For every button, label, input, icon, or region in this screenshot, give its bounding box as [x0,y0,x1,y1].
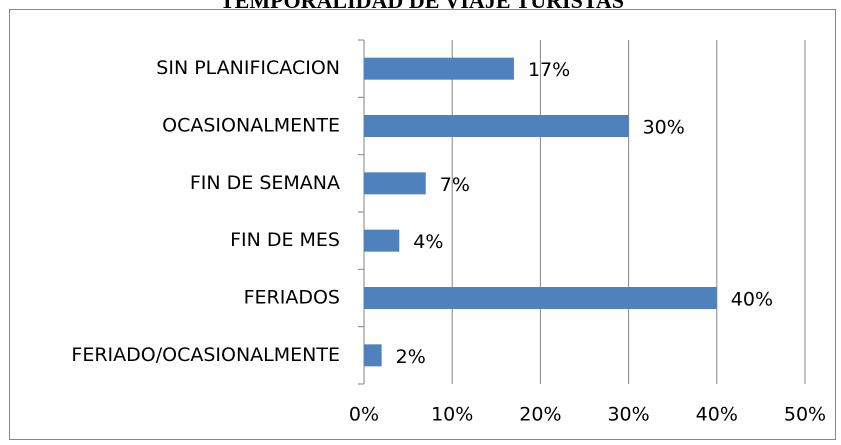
bar [364,229,400,252]
y-tick-label: FERIADOS [244,287,340,309]
x-tick-label: 20% [519,404,561,426]
value-label: 7% [440,174,470,196]
x-tick-label: 30% [607,404,649,426]
chart-frame [9,9,836,440]
bar [364,344,382,367]
value-label: 30% [643,117,685,139]
y-tick-label: FIN DE MES [230,229,340,251]
value-label: 17% [528,59,570,81]
x-tick-label: 10% [431,404,473,426]
x-tick-label: 40% [696,404,738,426]
chart-title: TEMPORALIDAD DE VIAJE TURISTAS [220,0,624,13]
value-label: 2% [396,346,426,368]
x-tick-label: 50% [784,404,826,426]
bar [364,57,514,80]
value-label: 4% [413,231,443,253]
y-tick-label: SIN PLANIFICACION [156,57,340,79]
x-tick-label: 0% [349,404,379,426]
y-tick-label: OCASIONALMENTE [162,115,340,137]
bar [364,115,629,137]
y-tick-label: FERIADO/OCASIONALMENTE [71,344,340,366]
bar [364,172,426,195]
value-label: 40% [731,289,773,311]
bar [364,287,717,309]
y-tick-label: FIN DE SEMANA [190,172,340,194]
